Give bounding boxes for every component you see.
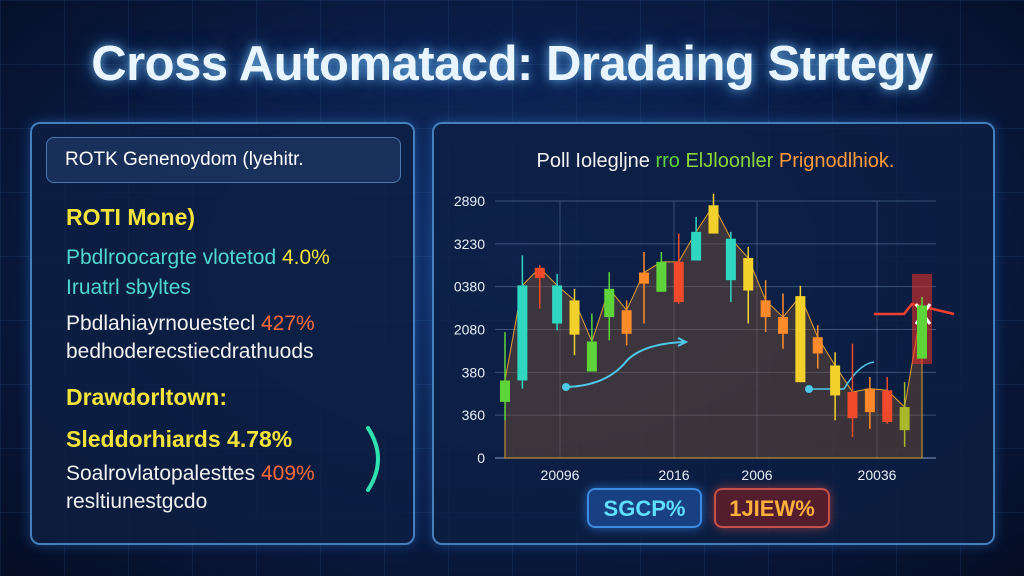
y-tick-label: 3230 [454,236,485,252]
trend-arrow [565,341,685,388]
metrics-panel: ROTK Genenoydom (lyehitr. ROTI Mone) Pbd… [30,122,415,545]
section-title-roi: ROTI Mone) [66,204,196,230]
arrow-head-icon [677,337,689,347]
x-tick-label: 20036 [858,467,897,483]
candle-body [569,300,580,335]
x-tick-label: 2006 [741,467,772,483]
metric-row-3: Pbdlahiayrnouestecl 427% [66,312,315,336]
candle-body [864,388,875,413]
y-tick-label: 0380 [454,279,485,295]
metric-label: Pbdlroocargte vlotetod [66,246,277,269]
metric-label: Pbdlahiayrnouestecl [66,312,256,335]
chart-title-part: Prignodlhiok. [778,150,895,172]
candlestick-chart: 0 360 380 2080 0380 3230 2890 20096 2016 2006 2003… [454,193,955,483]
price-area [504,204,923,459]
candle-body [621,310,632,334]
candle-body [691,231,702,261]
chart-title-part: Poll Iolegljne [536,150,656,172]
candle-body [708,205,719,234]
x-tick-label: 2016 [658,467,689,483]
metric-row-2: Iruatrl sbyltes [66,276,191,299]
metric-value: 409% [260,462,315,485]
metric-value: 4.0% [281,246,330,269]
candle-body [830,365,841,396]
candle-body [847,392,858,419]
page-title: Cross Automatacd: Dradaing Strtegy [91,37,933,91]
candle-body [552,285,563,324]
y-tick-label: 0 [477,450,485,466]
x-tick-label: 20096 [541,467,580,483]
candle-body [500,380,510,402]
y-tick-label: 2890 [454,193,485,209]
metric-value: 4.78% [227,426,293,452]
section-title-drawdown: Drawdorltown: [66,384,227,410]
metrics-header: ROTK Genenoydom (lyehitr. [46,137,401,183]
candle-body [812,337,823,354]
candle-body [673,261,684,303]
trend-start-dot [805,385,813,393]
candle-body [586,341,597,372]
candle-body [882,390,893,423]
metric-value: 427% [260,312,315,335]
candle-body [534,267,545,279]
candle-body [899,407,910,431]
metric-label: Sleddorhiards [66,426,221,452]
candle-body [778,317,788,334]
chart-title-part: rro [655,150,686,172]
metric-row-1: Pbdlroocargte vlotetod 4.0% [66,246,330,270]
candle-body [760,300,771,318]
chevron-right-icon [366,426,380,492]
candle-body [604,288,615,318]
y-tick-label: 2080 [454,322,485,338]
arrow-start-dot [562,383,570,391]
y-tick-label: 380 [462,364,486,380]
badge-loss: 1JIEW% [714,488,830,528]
metric-row-6: Soalrovlatopalesttes 409% [66,462,315,486]
metric-row-7: resltiunestgcdo [66,490,208,513]
candle-body [656,261,667,292]
chart-title: Poll Iolegljne rro ElJloonler Prignodlhi… [434,150,997,173]
candle-body [639,272,649,284]
badge-gain: SGCP% [587,488,702,528]
trend-line [809,361,875,390]
candle-body [743,257,754,291]
y-tick-label: 360 [462,407,486,423]
metric-row-5: Sleddorhiards 4.78% [66,426,292,453]
candle-body [795,296,806,383]
metric-label: Soalrovlatopalesttes [66,462,256,485]
candle-body [517,285,528,381]
signal-line [874,302,955,316]
candle-body [917,305,927,359]
chart-panel: 0 360 380 2080 0380 3230 2890 20096 2016 2006 2003… [432,122,995,545]
chart-title-part: ElJloonler [685,150,779,172]
metric-row-4: bedhoderecstiecdrathuods [66,340,314,363]
candle-body [725,238,736,281]
